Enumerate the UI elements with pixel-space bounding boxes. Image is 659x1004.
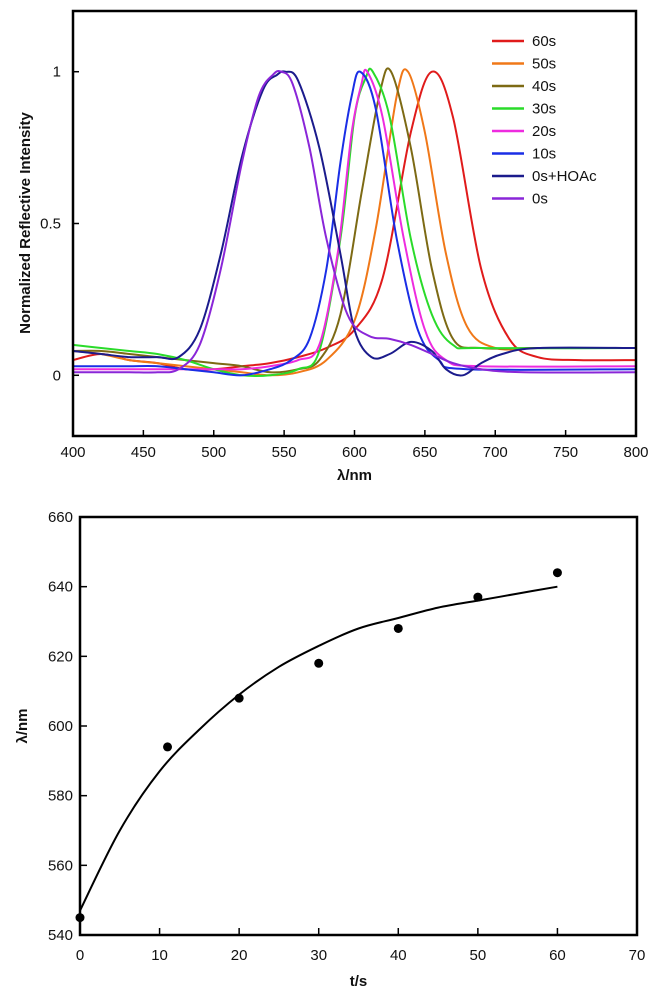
y-tick-label: 600 [48,718,73,735]
series-line-0s+HOAc [72,70,637,377]
legend-label-10s: 10s [532,146,556,163]
peak-wavelength-y-axis-title: λ/nm [14,708,31,743]
y-tick-label: 560 [48,857,73,874]
y-tick-label: 0.5 [40,216,61,233]
peak-wavelength-chart: 0 10 20 30 40 50 60 70 540 560 580 600 620 640 660 t/… [14,509,645,990]
y-tick-label: 640 [48,579,73,596]
x-tick-label: 800 [623,444,648,461]
spectra-legend: 60s 50s 40s 30s 20s 10s 0s+HOAc 0s [492,33,597,208]
x-tick-label: 0 [76,947,84,964]
legend-label-0s: 0s [532,191,548,208]
spectra-y-ticks: 00.51 [40,64,79,384]
x-tick-label: 700 [483,444,508,461]
peak-wavelength-x-axis-title: t/s [350,973,368,990]
data-point [314,658,324,668]
spectra-x-axis-title: λ/nm [337,467,372,484]
series-line-0s [73,69,637,374]
x-tick-label: 70 [629,947,646,964]
legend-label-30s: 30s [532,101,556,118]
peak-wavelength-x-ticks: 0 10 20 30 40 50 60 70 [76,928,646,964]
legend-label-20s: 20s [532,123,556,140]
fit-curve [79,585,558,912]
data-point [473,592,483,602]
x-tick-label: 400 [60,444,85,461]
data-point [163,742,173,752]
legend-label-0s+HOAc: 0s+HOAc [532,168,597,185]
spectra-x-ticks: 400 450 500 550 600 650 700 750 800 [60,430,649,461]
y-tick-label: 660 [48,509,73,526]
x-tick-label: 450 [131,444,156,461]
x-tick-label: 20 [231,947,248,964]
x-tick-label: 500 [201,444,226,461]
x-tick-label: 650 [412,444,437,461]
x-tick-label: 10 [151,947,168,964]
series-line-50s [72,68,636,377]
x-tick-label: 50 [470,947,487,964]
peak-wavelength-y-ticks: 540 560 580 600 620 640 660 [48,509,87,944]
spectra-y-axis-title: Normalized Reflective Intensity [17,111,34,333]
y-tick-label: 620 [48,648,73,665]
x-tick-label: 60 [549,947,566,964]
data-point [393,623,403,633]
x-tick-label: 750 [553,444,578,461]
spectra-lines [72,67,637,378]
data-point [552,568,562,578]
x-tick-label: 600 [342,444,367,461]
x-tick-label: 30 [310,947,327,964]
peak-wavelength-marks [75,568,562,923]
y-tick-label: 1 [53,64,61,81]
legend-label-60s: 60s [532,33,556,50]
y-tick-label: 540 [48,927,73,944]
legend-label-50s: 50s [532,56,556,73]
y-tick-label: 0 [53,367,61,384]
x-tick-label: 550 [272,444,297,461]
data-point [234,693,244,703]
legend-label-40s: 40s [532,78,556,95]
x-tick-label: 40 [390,947,407,964]
peak-wavelength-plot-frame [78,515,639,937]
y-tick-label: 580 [48,788,73,805]
series-line-20s [72,68,637,371]
spectra-chart: 400 450 500 550 600 650 700 750 800 00.51 λ/nm N… [17,9,649,484]
series-line-10s [73,70,637,377]
